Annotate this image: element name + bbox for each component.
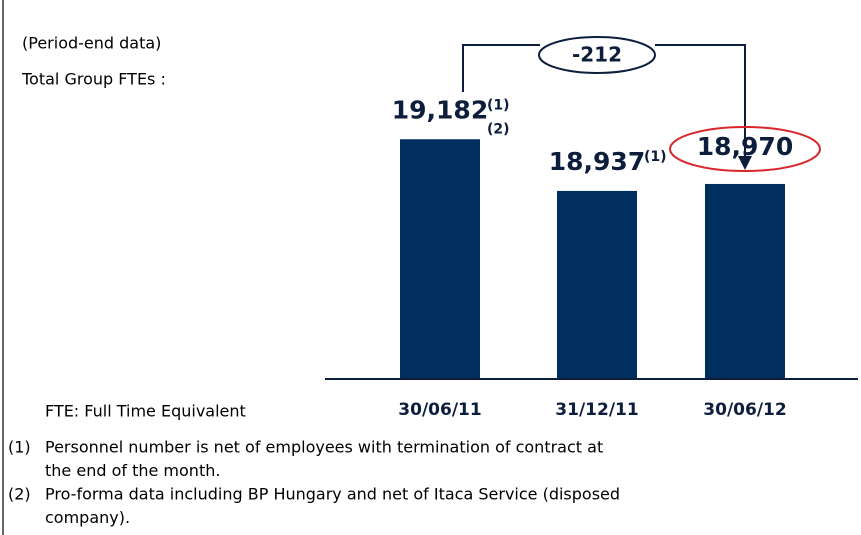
subtitle: Total Group FTEs :	[21, 70, 166, 89]
footnote-marker: (1)	[8, 438, 31, 457]
footnote-text: Pro-forma data including BP Hungary and …	[45, 485, 620, 504]
bar	[705, 183, 785, 378]
value-note: (2)	[487, 121, 510, 137]
change-ellipse	[538, 36, 656, 74]
connector	[462, 44, 540, 92]
period-note: (Period-end data)	[22, 34, 161, 53]
footnote-text: the end of the month.	[45, 461, 220, 480]
footnote-marker: (2)	[8, 485, 31, 504]
change-label: -212	[572, 43, 622, 67]
footnote-text: Personnel number is net of employees wit…	[45, 438, 603, 457]
value-label: 18,970	[697, 132, 793, 161]
x-note: FTE: Full Time Equivalent	[45, 402, 246, 421]
value-note: (1)	[644, 149, 667, 165]
x-tick-label: 30/06/12	[703, 400, 786, 420]
value-label: 19,182	[392, 95, 488, 124]
x-tick-label: 31/12/11	[555, 400, 638, 420]
arrow-head	[738, 156, 752, 170]
value-label: 18,937	[549, 147, 645, 176]
connector	[655, 44, 746, 158]
highlight-ellipse	[669, 126, 821, 172]
value-note: (1)	[487, 97, 510, 113]
bar	[400, 139, 480, 378]
footnote-text: company).	[45, 508, 130, 527]
x-tick-label: 30/06/11	[398, 400, 481, 420]
bar	[557, 190, 637, 378]
